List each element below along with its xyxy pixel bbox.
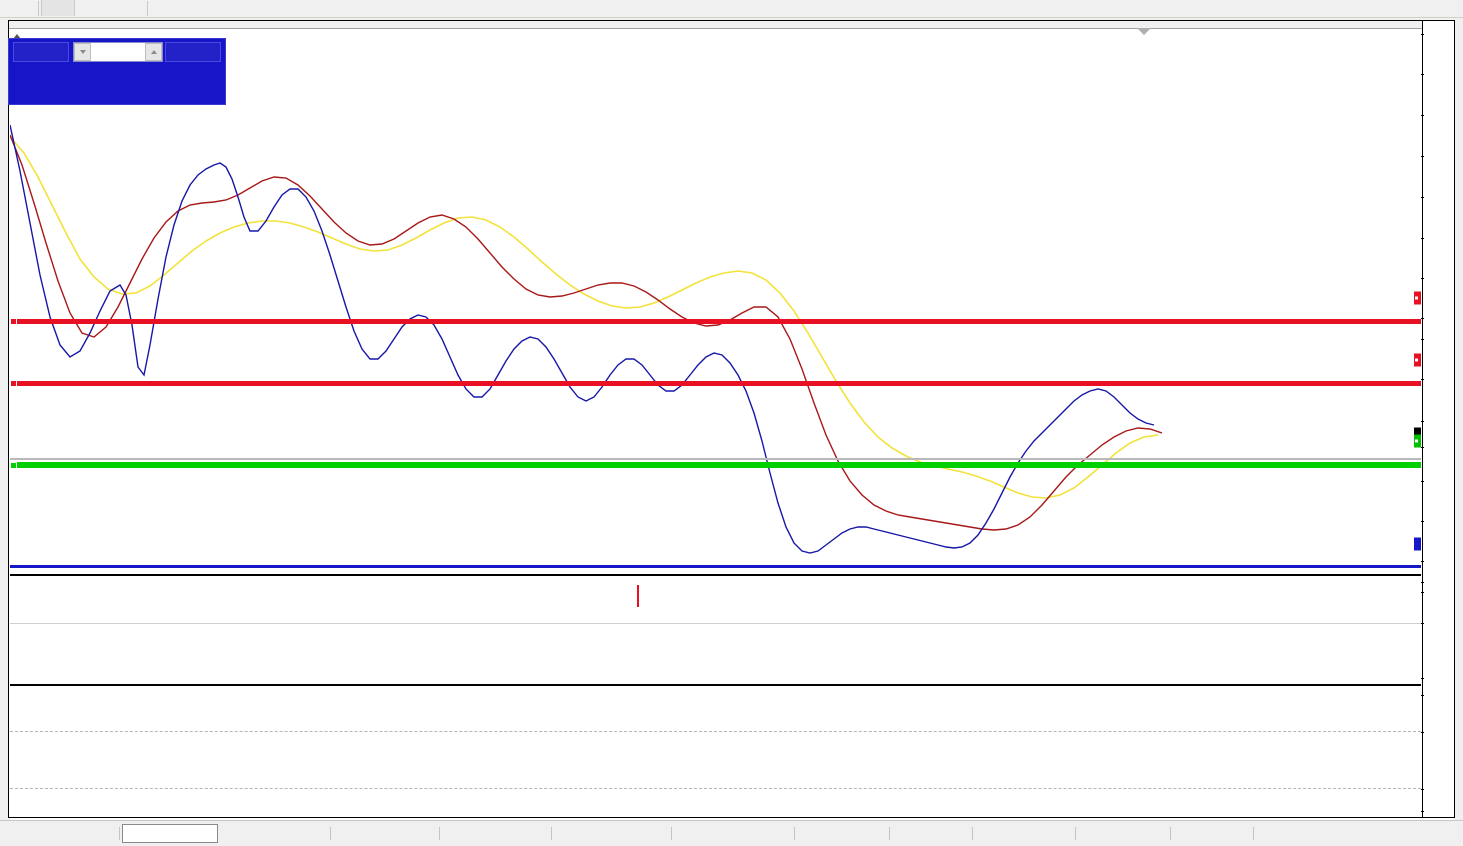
volume-increase-icon[interactable] — [145, 43, 162, 61]
ma-fast-line — [10, 124, 1155, 554]
chart-tab-eurusd-daily[interactable] — [8, 824, 116, 843]
oct-price-row — [9, 65, 225, 104]
chart-horizontal-scrollbar[interactable] — [9, 21, 1454, 29]
chart-tab-bar — [0, 820, 1463, 846]
chart-tab-eurchf-h1[interactable] — [1078, 824, 1166, 843]
chart-tab-usdcnh-daily[interactable] — [442, 824, 546, 843]
macd-histogram — [10, 583, 1421, 683]
one-click-trading-panel[interactable] — [8, 38, 226, 105]
chart-tab-eurchf-weekly[interactable] — [554, 824, 666, 843]
toolbar-divider — [38, 1, 39, 16]
buy-price-fraction — [210, 89, 211, 103]
rsi-level-70-line — [10, 731, 1421, 732]
chart-tab-ukoil-h1[interactable] — [892, 824, 968, 843]
timeframe-h4[interactable] — [4, 0, 36, 16]
chart-tab-usdcad-daily[interactable] — [333, 824, 435, 843]
sell-price-block[interactable] — [9, 65, 118, 104]
line-anchor-icon — [10, 461, 17, 469]
price-scale[interactable] — [1414, 21, 1454, 817]
chart-collapse-icon[interactable] — [13, 33, 21, 39]
chart-tab-audusd-daily[interactable] — [122, 824, 218, 843]
price-label-resistance-70002 — [1414, 291, 1421, 305]
timeframe-d1[interactable] — [41, 0, 75, 16]
toolbar-divider-2 — [147, 1, 148, 16]
rsi-level-30-line — [10, 788, 1421, 789]
macd-zero-line — [10, 623, 1421, 624]
ma-slow-line — [10, 136, 1159, 499]
price-label-support-68004 — [1414, 434, 1421, 448]
volume-decrease-icon[interactable] — [74, 43, 91, 61]
buy-button[interactable] — [165, 42, 221, 62]
chart-header — [13, 29, 32, 43]
macd-panel-separator — [10, 574, 1421, 576]
buy-price-block[interactable] — [118, 65, 225, 104]
chart-scroll-marker-icon — [1137, 28, 1151, 35]
macd-plot[interactable] — [10, 583, 1421, 683]
sell-price-fraction — [101, 89, 102, 103]
macd-marker — [637, 585, 639, 607]
sell-button[interactable] — [13, 42, 69, 62]
chart-window — [8, 20, 1455, 833]
line-anchor-icon — [10, 318, 17, 325]
chart-tab-xauusd-weekly[interactable] — [674, 824, 790, 843]
chart-tab-usdchf-daily[interactable] — [224, 824, 326, 843]
candlestick-series — [10, 45, 1421, 573]
rsi-plot[interactable] — [10, 691, 1421, 813]
price-label-base-66705 — [1414, 537, 1421, 551]
timeframe-mn[interactable] — [110, 0, 144, 16]
rsi-panel-separator — [10, 684, 1421, 686]
main-price-plot[interactable] — [10, 45, 1421, 573]
line-anchor-icon — [10, 380, 17, 387]
base-line-66705[interactable] — [10, 565, 1421, 568]
chart-tab-usoil-h1[interactable] — [1173, 824, 1249, 843]
volume-stepper[interactable] — [73, 42, 163, 62]
support-line-68004[interactable] — [10, 461, 1421, 469]
price-label-last-68077 — [1414, 427, 1421, 441]
resistance-line-69006[interactable] — [10, 380, 1421, 387]
price-label-resistance-69006 — [1414, 353, 1421, 367]
chart-tab-gbpusd-h1[interactable] — [797, 824, 885, 843]
timeframe-w1[interactable] — [76, 0, 108, 16]
ma-mid-line — [10, 134, 1163, 531]
chart-tab-usdx-weekly[interactable] — [975, 824, 1071, 843]
oct-controls-row — [9, 39, 225, 65]
timeframe-toolbar — [0, 0, 1463, 18]
rsi-line-series — [10, 691, 1421, 813]
resistance-line-70002[interactable] — [10, 318, 1421, 325]
moving-average-overlay — [10, 124, 1163, 554]
bid-price-line — [10, 458, 1421, 460]
